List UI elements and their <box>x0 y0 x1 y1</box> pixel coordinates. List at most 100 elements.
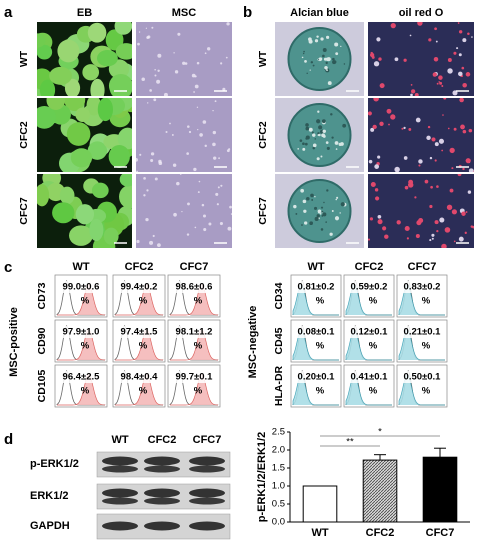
value-bg <box>401 371 443 383</box>
msc-cell <box>214 100 217 103</box>
image <box>136 174 232 248</box>
msc-cell <box>151 26 154 29</box>
marker-curve <box>115 374 164 406</box>
cell-value: 98.6±0.6 <box>176 282 213 293</box>
lipid <box>453 240 456 243</box>
pellet-speck <box>326 69 328 71</box>
pellet-speck <box>335 52 339 56</box>
lipid <box>381 83 385 87</box>
msc-cell <box>184 62 188 65</box>
pellet-speck <box>331 136 334 139</box>
msc-cell <box>212 142 216 147</box>
y-tick-label: 0.5 <box>272 499 285 510</box>
msc-cell <box>208 222 212 226</box>
panel-label: c <box>4 259 12 276</box>
marker-curve <box>170 329 219 361</box>
blot-band <box>189 456 225 466</box>
column-header: EB <box>77 7 92 19</box>
marker-label: CD34 <box>273 282 285 309</box>
lipid <box>449 188 454 193</box>
cell-unit: % <box>194 386 203 397</box>
lipid <box>396 220 401 225</box>
column-header: CFC2 <box>355 261 384 273</box>
pellet-speck <box>312 143 317 148</box>
row-label: CFC2 <box>18 121 30 149</box>
lipid <box>390 23 396 29</box>
pellet-speck <box>317 110 320 113</box>
msc-cell <box>220 184 223 187</box>
lipid <box>411 89 416 94</box>
row-label: CFC7 <box>18 197 30 225</box>
pellet-speck <box>303 209 307 213</box>
pellet-speck <box>311 131 314 134</box>
lipid <box>394 57 399 62</box>
y-tick-label: 1.5 <box>272 463 285 474</box>
pellet-speck <box>331 210 334 212</box>
eb-body <box>89 218 104 242</box>
lipid <box>403 156 408 160</box>
blot-band <box>102 497 138 505</box>
lipid <box>403 126 406 130</box>
marker-curve <box>170 284 219 316</box>
lipid <box>438 75 443 80</box>
value-bg <box>172 371 216 383</box>
lipid <box>447 127 450 130</box>
eb-body <box>91 182 109 199</box>
pellet-speck <box>312 146 316 150</box>
cell-value: 0.81±0.2 <box>298 282 335 293</box>
pellet-speck <box>316 35 319 38</box>
eb-body <box>97 98 113 122</box>
blot-row-label: GAPDH <box>30 520 70 532</box>
eb-body <box>105 29 124 51</box>
cell-value: 0.12±0.1 <box>351 327 389 338</box>
pellet-speck <box>316 157 320 161</box>
lipid <box>462 82 467 88</box>
pellet-speck <box>335 148 338 150</box>
lipid <box>465 158 471 164</box>
pellet-speck <box>320 206 324 209</box>
lipid <box>462 38 467 43</box>
lipid <box>379 121 384 126</box>
msc-cell <box>156 79 161 84</box>
lipid <box>436 229 439 233</box>
lipid <box>415 117 421 123</box>
value-bg <box>117 371 161 383</box>
lipid <box>443 98 447 100</box>
lipid <box>457 174 462 177</box>
msc-cell <box>150 152 155 156</box>
lipid <box>451 167 454 170</box>
marker-curve <box>57 374 106 406</box>
lipid <box>439 217 445 223</box>
lipid <box>447 68 453 74</box>
panel-label: a <box>4 4 13 21</box>
blot-band <box>144 488 180 498</box>
pellet-speck <box>321 133 326 138</box>
msc-cell <box>212 109 214 112</box>
pellet-speck <box>321 119 326 124</box>
lipid <box>428 38 432 42</box>
msc-bg <box>136 174 232 248</box>
pellet-speck <box>318 57 323 61</box>
msc-cell <box>149 240 154 245</box>
msc-bg <box>136 22 232 96</box>
y-axis-label: p-ERK1/2/ERK1/2 <box>256 432 268 522</box>
blot-band <box>102 521 138 531</box>
pellet-speck <box>314 39 319 43</box>
lipid <box>395 168 398 172</box>
column-header: oil red O <box>399 7 444 19</box>
blot-band <box>189 488 225 498</box>
pellet-speck <box>325 141 329 144</box>
lipid <box>434 159 437 162</box>
lipid <box>415 234 420 239</box>
pellet-speck <box>302 199 307 204</box>
lipid <box>451 209 457 215</box>
msc-cell <box>179 174 182 175</box>
msc-cell <box>203 227 207 232</box>
lipid <box>373 98 379 102</box>
msc-cell <box>157 243 161 247</box>
lipid <box>409 34 412 37</box>
image <box>275 174 364 248</box>
msc-cell <box>196 61 200 65</box>
image <box>368 174 474 248</box>
blot-band <box>144 456 180 466</box>
